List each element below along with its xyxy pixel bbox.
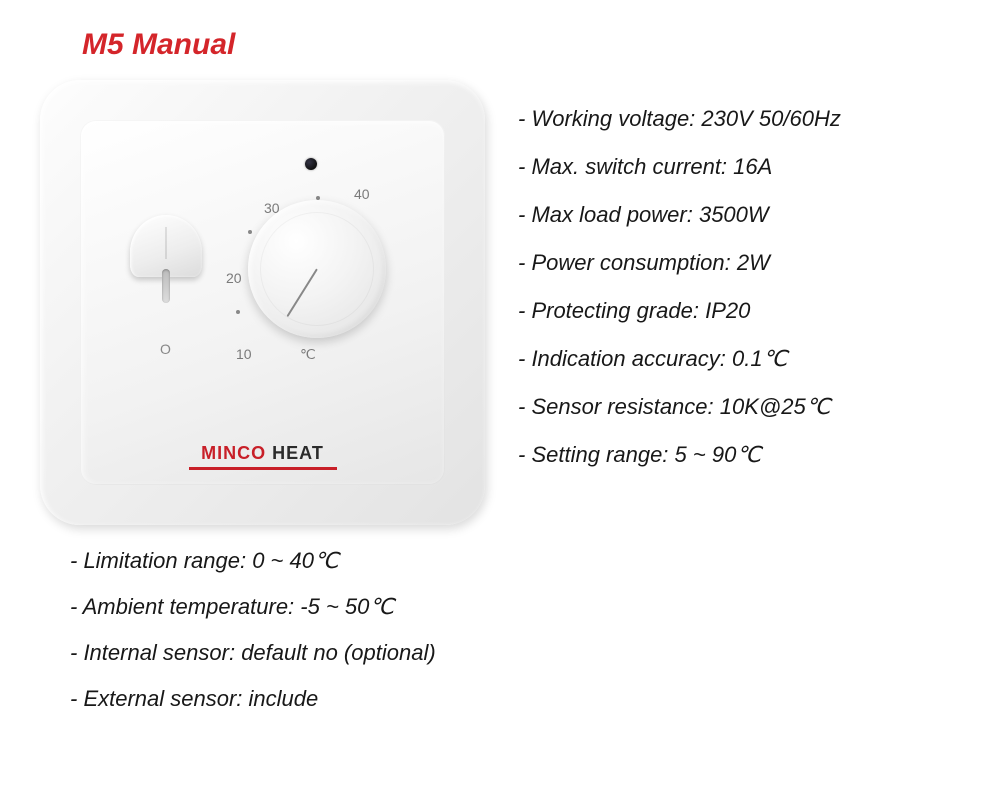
brand-part1: MINCO — [201, 443, 266, 463]
spec-item: - Power consumption: 2W — [518, 250, 978, 276]
switch-track-icon — [162, 269, 170, 303]
spec-item: - Setting range: 5 ~ 90℃ — [518, 442, 978, 468]
power-switch: I O — [128, 205, 203, 365]
spec-item: - Max load power: 3500W — [518, 202, 978, 228]
specs-bottom-list: - Limitation range: 0 ~ 40℃ - Ambient te… — [70, 548, 670, 732]
rocker-knob-icon — [130, 215, 202, 277]
brand-logo: MINCO HEAT — [189, 444, 337, 470]
switch-off-label: O — [160, 341, 171, 357]
spec-item: - Sensor resistance: 10K@25℃ — [518, 394, 978, 420]
specs-right-list: - Working voltage: 230V 50/60Hz - Max. s… — [518, 106, 978, 490]
spec-item: - Protecting grade: IP20 — [518, 298, 978, 324]
indicator-led-icon — [305, 158, 317, 170]
brand-part2: HEAT — [266, 443, 324, 463]
dial-pointer-icon — [286, 268, 317, 317]
brand-underline-icon — [189, 467, 337, 470]
spec-item: - Ambient temperature: -5 ~ 50℃ — [70, 594, 670, 620]
product-title: M5 Manual — [82, 28, 235, 62]
spec-item: - Indication accuracy: 0.1℃ — [518, 346, 978, 372]
spec-item: - Max. switch current: 16A — [518, 154, 978, 180]
temperature-dial — [248, 200, 386, 338]
spec-item: - Limitation range: 0 ~ 40℃ — [70, 548, 670, 574]
spec-item: - Working voltage: 230V 50/60Hz — [518, 106, 978, 132]
product-illustration: I O 10 20 30 40 ℃ MINCO HEAT — [40, 80, 485, 525]
spec-item: - Internal sensor: default no (optional) — [70, 640, 670, 666]
spec-item: - External sensor: include — [70, 686, 670, 712]
